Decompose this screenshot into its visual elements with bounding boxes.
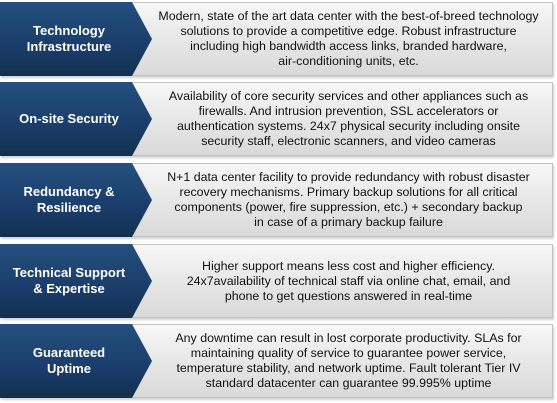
feature-row-technology-infrastructure: Technology Infrastructure Modern, state … — [0, 2, 553, 76]
feature-description: Availability of core security services a… — [168, 89, 529, 148]
feature-label: Technology Infrastructure — [0, 2, 152, 76]
feature-label: On-site Security — [0, 82, 152, 156]
feature-label: Technical Support & Expertise — [0, 244, 152, 318]
feature-row-technical-support: Technical Support & Expertise Higher sup… — [0, 244, 553, 318]
feature-description: Modern, state of the art data center wit… — [158, 9, 539, 68]
feature-row-onsite-security: On-site Security Availability of core se… — [0, 82, 553, 156]
feature-row-redundancy-resilience: Redundancy & Resilience N+1 data center … — [0, 163, 553, 237]
feature-label: Guaranteed Uptime — [0, 324, 152, 398]
feature-description: Higher support means less cost and highe… — [186, 258, 511, 303]
feature-row-guaranteed-uptime: Guaranteed Uptime Any downtime can resul… — [0, 324, 553, 398]
feature-description: N+1 data center facility to provide redu… — [167, 170, 530, 229]
feature-description: Any downtime can result in lost corporat… — [175, 331, 522, 390]
feature-label: Redundancy & Resilience — [0, 163, 152, 237]
